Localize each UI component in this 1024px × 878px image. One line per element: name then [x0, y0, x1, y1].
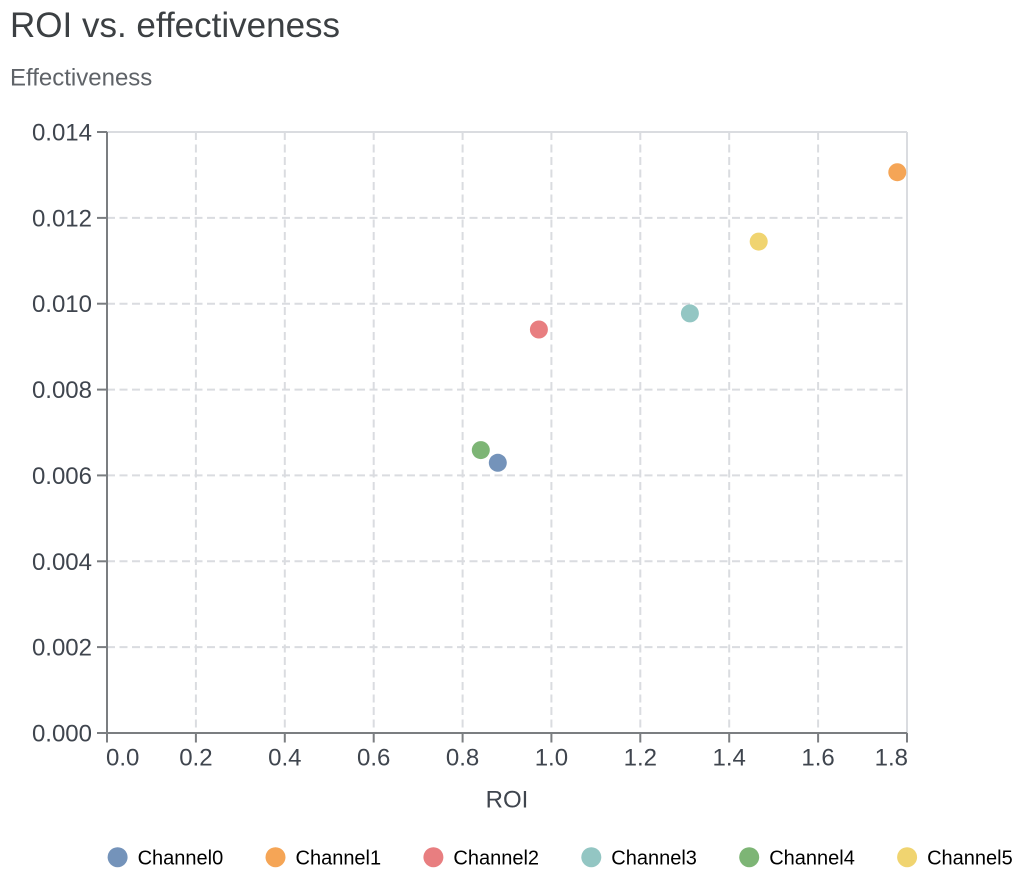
svg-text:ROI: ROI	[486, 787, 529, 814]
svg-text:0.008: 0.008	[32, 377, 92, 404]
svg-text:0.006: 0.006	[32, 463, 92, 490]
svg-text:Channel1: Channel1	[296, 847, 382, 869]
svg-text:1.8: 1.8	[875, 745, 908, 772]
svg-text:1.6: 1.6	[801, 745, 834, 772]
svg-text:Effectiveness: Effectiveness	[10, 65, 152, 92]
svg-text:0.6: 0.6	[357, 745, 390, 772]
svg-text:0.0: 0.0	[106, 745, 139, 772]
svg-text:0.2: 0.2	[179, 745, 212, 772]
svg-text:0.000: 0.000	[32, 721, 92, 748]
svg-text:0.010: 0.010	[32, 291, 92, 318]
svg-text:0.014: 0.014	[32, 120, 92, 147]
svg-text:ROI vs. effectiveness: ROI vs. effectiveness	[10, 6, 340, 45]
svg-text:0.012: 0.012	[32, 205, 92, 232]
svg-text:1.0: 1.0	[535, 745, 568, 772]
svg-text:0.004: 0.004	[32, 549, 92, 576]
svg-text:Channel2: Channel2	[453, 847, 539, 869]
svg-text:Channel0: Channel0	[138, 847, 224, 869]
svg-text:1.2: 1.2	[624, 745, 657, 772]
svg-text:0.8: 0.8	[446, 745, 479, 772]
svg-text:Channel5: Channel5	[927, 847, 1013, 869]
svg-text:0.4: 0.4	[268, 745, 301, 772]
svg-text:Channel4: Channel4	[769, 847, 855, 869]
svg-text:1.4: 1.4	[713, 745, 746, 772]
svg-text:Channel3: Channel3	[611, 847, 697, 869]
svg-text:0.002: 0.002	[32, 635, 92, 662]
